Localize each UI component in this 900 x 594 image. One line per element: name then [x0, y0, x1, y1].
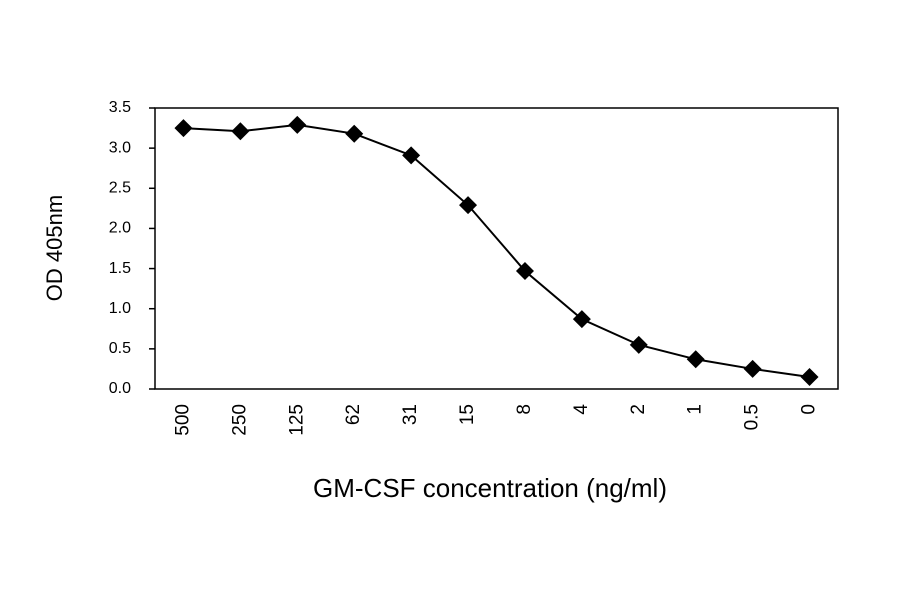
x-tick-label: 31 [400, 404, 421, 425]
y-tick-label: 2.5 [109, 180, 131, 197]
y-tick-label: 1.0 [109, 300, 131, 317]
y-tick-label: 3.0 [109, 139, 131, 156]
x-tick-label: 2 [628, 404, 649, 415]
marker [515, 261, 534, 280]
x-tick-label: 125 [286, 404, 307, 436]
y-tick-label: 3.5 [109, 99, 131, 116]
y-tick-label: 1.5 [109, 260, 131, 277]
y-tick-label: 0.0 [109, 380, 131, 397]
marker [743, 359, 762, 378]
x-tick-label: 8 [514, 404, 535, 415]
marker [231, 122, 250, 141]
marker [174, 119, 193, 138]
x-tick-label: 1 [685, 404, 706, 415]
x-tick-label: 15 [457, 404, 478, 425]
x-tick-label: 62 [343, 404, 364, 425]
data-line [183, 123, 810, 378]
x-tick-label: 0 [799, 404, 820, 415]
marker [402, 146, 421, 165]
plot-frame [154, 107, 839, 390]
y-tick-label: 0.5 [109, 340, 131, 357]
marker [345, 124, 364, 143]
marker [459, 196, 478, 215]
x-tick-label: 0.5 [742, 404, 763, 430]
marker [572, 310, 591, 329]
x-tick-label: 250 [229, 404, 250, 436]
y-tick-label: 2.0 [109, 220, 131, 237]
marker [288, 115, 307, 134]
x-axis-title: GM-CSF concentration (ng/ml) [313, 473, 667, 503]
marker [686, 350, 705, 369]
x-tick-label: 4 [571, 404, 592, 415]
marker [629, 335, 648, 354]
marker [800, 367, 819, 386]
y-axis-title: OD 405nm [42, 195, 67, 301]
x-tick-label: 500 [172, 404, 193, 436]
